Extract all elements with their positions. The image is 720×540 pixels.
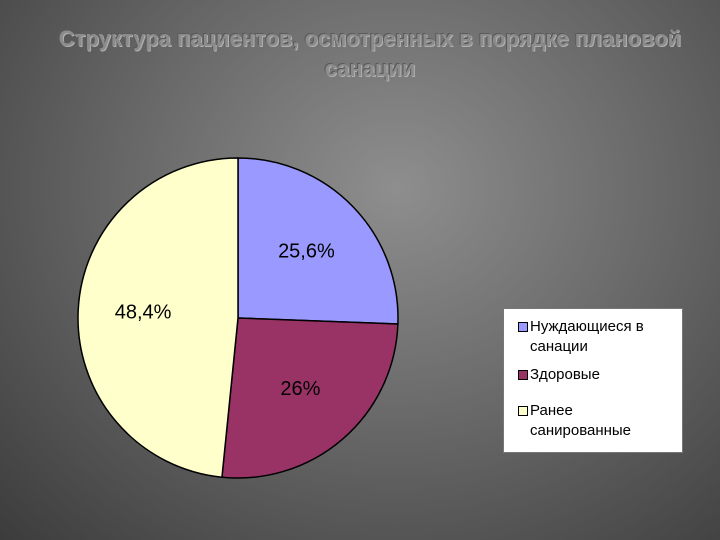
legend-label: Здоровые	[530, 366, 600, 383]
pie-slice	[237, 157, 399, 325]
legend-entry: Нуждающиеся в санации	[518, 317, 674, 357]
legend-swatch	[518, 370, 528, 380]
pie-slice	[77, 157, 239, 479]
legend-entry: Ранее санированные	[518, 401, 674, 441]
data-label: 25,6%	[278, 240, 335, 262]
chart-title: Структура пациентов, осмотренных в поряд…	[58, 26, 682, 81]
pie-slice	[221, 317, 399, 479]
legend-label: Ранее санированные	[530, 402, 632, 439]
legend: Нуждающиеся в санации Здоровые Ранее санир…	[503, 308, 683, 453]
legend-swatch	[518, 322, 528, 332]
legend-label: Нуждающиеся в санации	[530, 318, 644, 355]
data-label: 26%	[280, 378, 320, 400]
legend-swatch	[518, 406, 528, 416]
legend-entry: Здоровые	[518, 365, 674, 385]
data-label: 48,4%	[115, 302, 172, 324]
